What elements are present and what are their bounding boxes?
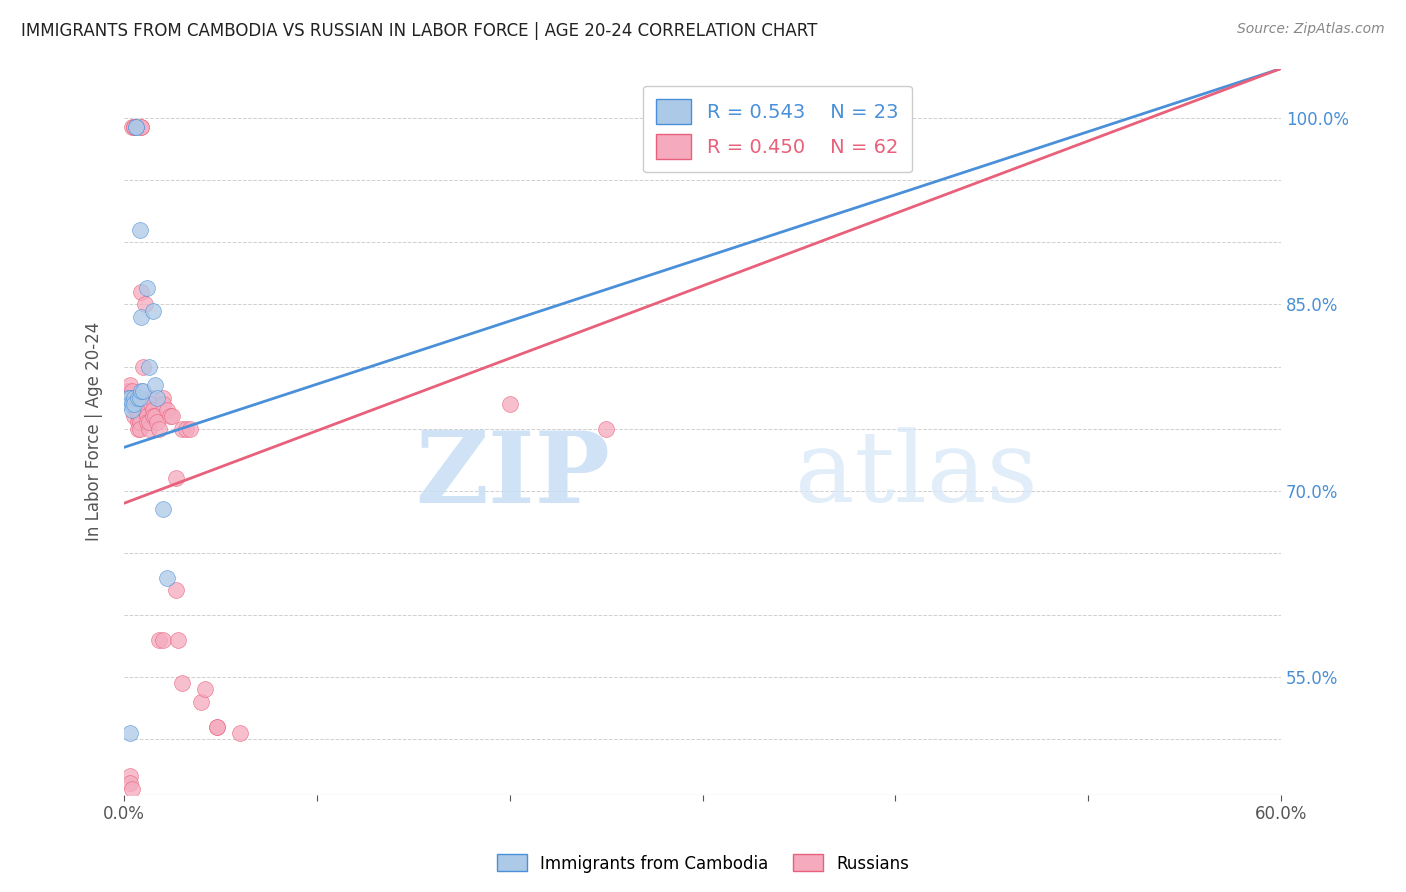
Point [132, 384, 155, 399]
Legend: R = 0.543    N = 23, R = 0.450    N = 62: R = 0.543 N = 23, R = 0.450 N = 62 [643, 86, 912, 172]
Point [143, 409, 166, 424]
Point [170, 422, 193, 436]
Point [155, 403, 177, 417]
Point [138, 359, 160, 374]
Point [122, 391, 145, 405]
Point [118, 391, 141, 405]
Point [134, 297, 156, 311]
Point [595, 422, 617, 436]
Point [128, 223, 150, 237]
Point [125, 397, 148, 411]
Point [162, 409, 184, 424]
Point [229, 726, 252, 740]
Point [205, 720, 228, 734]
Point [132, 359, 155, 374]
Point [132, 397, 155, 411]
Point [152, 391, 174, 405]
Point [122, 120, 145, 134]
Point [139, 391, 162, 405]
Point [121, 781, 143, 796]
Point [155, 571, 177, 585]
Point [148, 422, 170, 436]
Point [148, 632, 170, 647]
Point [143, 378, 166, 392]
Point [127, 416, 149, 430]
Point [136, 281, 159, 295]
Point [190, 695, 212, 709]
Point [125, 120, 148, 134]
Point [118, 378, 141, 392]
Point [142, 409, 165, 424]
Text: ZIP: ZIP [415, 427, 610, 524]
Point [134, 403, 156, 417]
Point [136, 416, 159, 430]
Text: IMMIGRANTS FROM CAMBODIA VS RUSSIAN IN LABOR FORCE | AGE 20-24 CORRELATION CHART: IMMIGRANTS FROM CAMBODIA VS RUSSIAN IN L… [21, 22, 817, 40]
Point [122, 397, 145, 411]
Point [127, 391, 149, 405]
Point [159, 409, 181, 424]
Point [118, 397, 141, 411]
Point [170, 676, 193, 690]
Point [121, 384, 143, 399]
Point [142, 303, 165, 318]
Point [125, 403, 148, 417]
Point [142, 403, 165, 417]
Point [146, 416, 169, 430]
Point [125, 403, 148, 417]
Point [128, 422, 150, 436]
Point [167, 632, 190, 647]
Point [118, 769, 141, 783]
Point [127, 422, 149, 436]
Point [152, 632, 174, 647]
Point [118, 775, 141, 789]
Point [165, 583, 187, 598]
Point [139, 397, 162, 411]
Point [146, 391, 169, 405]
Point [165, 471, 187, 485]
Point [122, 409, 145, 424]
Point [128, 391, 150, 405]
Point [136, 409, 159, 424]
Point [205, 720, 228, 734]
Point [138, 422, 160, 436]
Point [131, 120, 153, 134]
Point [118, 391, 141, 405]
Point [179, 422, 201, 436]
Point [131, 310, 153, 324]
Point [499, 397, 522, 411]
Point [138, 416, 160, 430]
Point [122, 120, 145, 134]
Point [128, 409, 150, 424]
Point [127, 409, 149, 424]
Point [117, 384, 139, 399]
Point [125, 120, 148, 134]
Point [131, 120, 153, 134]
Point [152, 397, 174, 411]
Point [152, 502, 174, 516]
Point [121, 391, 143, 405]
Point [118, 726, 141, 740]
Point [121, 403, 143, 417]
Point [128, 416, 150, 430]
Text: Source: ZipAtlas.com: Source: ZipAtlas.com [1237, 22, 1385, 37]
Point [131, 285, 153, 299]
Text: atlas: atlas [794, 427, 1038, 524]
Point [121, 397, 143, 411]
Y-axis label: In Labor Force | Age 20-24: In Labor Force | Age 20-24 [86, 322, 103, 541]
Point [122, 391, 145, 405]
Point [118, 391, 141, 405]
Point [117, 391, 139, 405]
Point [174, 422, 197, 436]
Point [194, 682, 217, 697]
Point [121, 120, 143, 134]
Legend: Immigrants from Cambodia, Russians: Immigrants from Cambodia, Russians [489, 847, 917, 880]
Point [131, 384, 153, 399]
